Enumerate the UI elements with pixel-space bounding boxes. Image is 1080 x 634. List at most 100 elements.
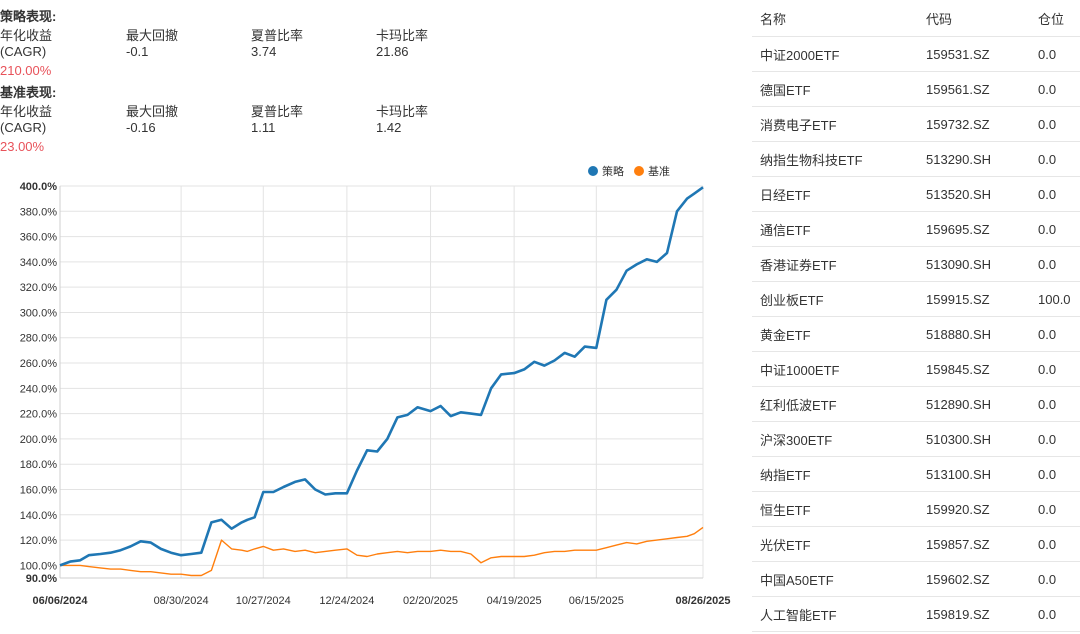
- x-tick-label: 10/27/2024: [236, 595, 291, 607]
- y-tick-label: 140.0%: [20, 510, 58, 522]
- table-row[interactable]: 消费电子ETF 159732.SZ 0.0: [752, 106, 1080, 142]
- table-row[interactable]: 光伏ETF 159857.SZ 0.0: [752, 526, 1080, 562]
- benchmark-drawdown-label: 最大回撤: [126, 104, 179, 119]
- equity-curve-svg[interactable]: 400.0% 380.0% 360.0% 340.0% 320.0% 300.0% 280.…: [0, 158, 740, 634]
- strategy-sharpe-value: 3.74: [251, 44, 277, 59]
- cell-code: 159602.SZ: [918, 561, 1030, 597]
- table-row[interactable]: 沪深300ETF 510300.SH 0.0: [752, 421, 1080, 457]
- benchmark-sharpe-label: 夏普比率: [251, 104, 304, 119]
- benchmark-calmar-label: 卡玛比率: [376, 104, 429, 119]
- legend-label-strategy: 策略: [602, 166, 624, 178]
- table-row[interactable]: 日经ETF 513520.SH 0.0: [752, 176, 1080, 212]
- cell-code: 513520.SH: [918, 176, 1030, 212]
- cell-code: 518880.SH: [918, 316, 1030, 352]
- cell-name: 香港证券ETF: [752, 246, 918, 282]
- x-tick-label: 06/15/2025: [569, 595, 624, 607]
- cell-position: 0.0: [1030, 316, 1080, 352]
- benchmark-drawdown-value: -0.16: [126, 120, 156, 135]
- table-row[interactable]: 中国A50ETF 159602.SZ 0.0: [752, 561, 1080, 597]
- benchmark-series-line: [60, 526, 704, 577]
- table-row[interactable]: 纳指ETF 513100.SH 0.0: [752, 456, 1080, 492]
- cell-code: 159915.SZ: [918, 281, 1030, 317]
- x-tick-label: 08/30/2024: [154, 595, 209, 607]
- cell-position: 0.0: [1030, 176, 1080, 212]
- legend-item-strategy[interactable]: 策略: [588, 163, 624, 179]
- cell-position: 0.0: [1030, 141, 1080, 177]
- cell-name: 沪深300ETF: [752, 421, 918, 457]
- strategy-cagr-abbr: (CAGR): [0, 44, 47, 59]
- cell-name: 黄金ETF: [752, 316, 918, 352]
- benchmark-title: 基准表现:: [0, 85, 57, 100]
- strategy-cagr-value: 210.00%: [0, 63, 52, 78]
- cell-code: 159695.SZ: [918, 211, 1030, 247]
- header-name[interactable]: 名称: [752, 0, 918, 37]
- header-code[interactable]: 代码: [918, 0, 1030, 37]
- table-row[interactable]: 中证2000ETF 159531.SZ 0.0: [752, 36, 1080, 72]
- y-tick-label: 220.0%: [20, 409, 58, 421]
- header-position[interactable]: 仓位: [1030, 0, 1080, 37]
- cell-name: 纳指生物科技ETF: [752, 141, 918, 177]
- cell-code: 159819.SZ: [918, 596, 1030, 632]
- cell-name: 创业板ETF: [752, 281, 918, 317]
- y-tick-label: 90.0%: [26, 573, 57, 585]
- cell-name: 中国A50ETF: [752, 561, 918, 597]
- cell-code: 159857.SZ: [918, 526, 1030, 562]
- strategy-cagr-label: 年化收益: [0, 28, 53, 43]
- table-row[interactable]: 中证1000ETF 159845.SZ 0.0: [752, 351, 1080, 387]
- cell-position: 0.0: [1030, 106, 1080, 142]
- strategy-drawdown-label: 最大回撤: [126, 28, 179, 43]
- x-tick-label: 02/20/2025: [403, 595, 458, 607]
- cell-code: 159531.SZ: [918, 36, 1030, 72]
- benchmark-sharpe-value: 1.11: [251, 120, 276, 135]
- y-tick-label: 240.0%: [20, 383, 58, 395]
- table-row[interactable]: 通信ETF 159695.SZ 0.0: [752, 211, 1080, 247]
- cell-position: 100.0: [1030, 281, 1080, 317]
- cell-name: 恒生ETF: [752, 491, 918, 527]
- cell-position: 0.0: [1030, 71, 1080, 107]
- y-tick-label: 340.0%: [20, 257, 58, 269]
- holdings-panel: 名称 代码 仓位 中证2000ETF 159531.SZ 0.0 德国ETF 15956…: [752, 0, 1080, 634]
- y-tick-label: 320.0%: [20, 282, 58, 294]
- strategy-calmar-value: 21.86: [376, 44, 409, 59]
- table-row[interactable]: 纳指生物科技ETF 513290.SH 0.0: [752, 141, 1080, 177]
- table-row[interactable]: 创业板ETF 159915.SZ 100.0: [752, 281, 1080, 317]
- y-tick-label: 100.0%: [20, 560, 58, 572]
- equity-curve-chart[interactable]: 400.0% 380.0% 360.0% 340.0% 320.0% 300.0% 280.…: [0, 158, 740, 634]
- x-tick-label: 04/19/2025: [487, 595, 542, 607]
- table-row[interactable]: 人工智能ETF 159819.SZ 0.0: [752, 596, 1080, 632]
- strategy-drawdown-value: -0.1: [126, 44, 149, 59]
- table-row[interactable]: 德国ETF 159561.SZ 0.0: [752, 71, 1080, 107]
- cell-name: 光伏ETF: [752, 526, 918, 562]
- table-row[interactable]: 红利低波ETF 512890.SH 0.0: [752, 386, 1080, 422]
- cell-position: 0.0: [1030, 526, 1080, 562]
- cell-position: 0.0: [1030, 386, 1080, 422]
- x-tick-label: 12/24/2024: [319, 595, 374, 607]
- benchmark-cagr-abbr: (CAGR): [0, 120, 47, 135]
- performance-panel: 策略表现: 年化收益 最大回撤 夏普比率 卡玛比率 (CAGR) -0.1 3.…: [0, 9, 740, 634]
- cell-position: 0.0: [1030, 491, 1080, 527]
- x-tick-label: 08/26/2025: [675, 595, 730, 607]
- table-row[interactable]: 香港证券ETF 513090.SH 0.0: [752, 246, 1080, 282]
- x-tick-label: 06/06/2024: [32, 595, 88, 607]
- legend-item-benchmark[interactable]: 基准: [634, 163, 670, 179]
- benchmark-calmar-value: 1.42: [376, 120, 402, 135]
- cell-code: 513090.SH: [918, 246, 1030, 282]
- table-row[interactable]: 恒生ETF 159920.SZ 0.0: [752, 491, 1080, 527]
- chart-legend[interactable]: 策略 基准: [588, 163, 680, 179]
- y-tick-label: 260.0%: [20, 358, 58, 370]
- strategy-dot-icon: [588, 166, 598, 176]
- strategy-sharpe-label: 夏普比率: [251, 28, 304, 43]
- cell-position: 0.0: [1030, 421, 1080, 457]
- y-tick-label: 360.0%: [20, 232, 58, 244]
- cell-name: 中证1000ETF: [752, 351, 918, 387]
- y-tick-label: 300.0%: [20, 307, 58, 319]
- strategy-calmar-label: 卡玛比率: [376, 28, 429, 43]
- y-tick-label: 400.0%: [20, 181, 58, 193]
- table-row[interactable]: 黄金ETF 518880.SH 0.0: [752, 316, 1080, 352]
- y-tick-label: 380.0%: [20, 206, 58, 218]
- cell-name: 人工智能ETF: [752, 596, 918, 632]
- cell-name: 日经ETF: [752, 176, 918, 212]
- cell-code: 513100.SH: [918, 456, 1030, 492]
- y-tick-label: 120.0%: [20, 535, 58, 547]
- holdings-body: 中证2000ETF 159531.SZ 0.0 德国ETF 159561.SZ 0.0 消费…: [752, 36, 1080, 632]
